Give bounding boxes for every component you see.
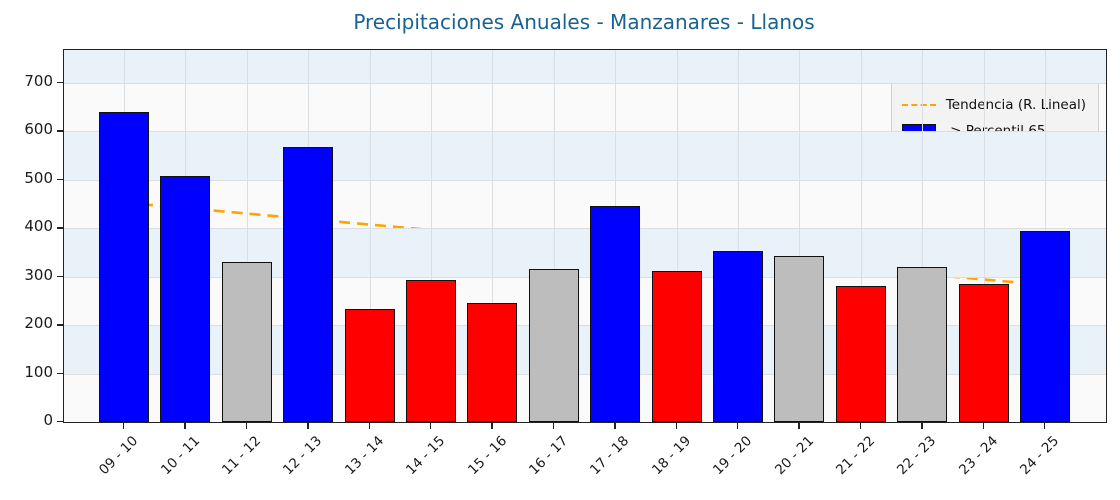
bar-16-17 <box>528 268 579 422</box>
bar-13-14 <box>344 308 395 422</box>
bar-14-15 <box>406 280 456 422</box>
y-tick-mark <box>57 178 64 181</box>
x-tick-label: 23 - 24 <box>955 433 1001 479</box>
x-tick-mark <box>798 423 800 429</box>
x-tick-mark <box>245 423 248 429</box>
y-tick-label: 700 <box>24 71 53 90</box>
x-tick-label: 10 - 11 <box>157 433 203 479</box>
vertical-gridline <box>799 50 801 422</box>
bar-11-12 <box>221 261 272 422</box>
x-tick-label: 22 - 23 <box>894 433 940 479</box>
y-tick-label: 0 <box>43 411 53 429</box>
bar-10-11 <box>160 176 211 422</box>
y-tick-mark <box>57 81 64 84</box>
y-tick-label: 300 <box>24 265 53 284</box>
bar-24-25 <box>1020 231 1070 422</box>
x-tick-label: 15 - 16 <box>464 433 510 479</box>
x-tick-mark <box>921 423 923 429</box>
x-tick-label: 16 - 17 <box>526 433 572 479</box>
bar-19-20 <box>713 250 763 422</box>
bar-18-19 <box>651 270 702 422</box>
background-stripe <box>64 131 1106 180</box>
vertical-gridline <box>676 50 678 422</box>
x-tick-label: 21 - 22 <box>833 433 879 479</box>
y-tick-mark <box>57 130 64 132</box>
x-tick-mark <box>1044 423 1046 429</box>
bar-09-10 <box>99 112 149 422</box>
x-tick-mark <box>307 423 309 429</box>
x-tick-mark <box>184 423 186 429</box>
y-tick-mark <box>57 227 64 229</box>
y-tick-mark <box>57 275 64 278</box>
vertical-gridline <box>553 50 555 422</box>
x-tick-mark <box>430 423 432 429</box>
x-tick-mark <box>123 423 125 429</box>
horizontal-gridline <box>64 179 1106 181</box>
x-tick-label: 14 - 15 <box>403 433 449 479</box>
bar-23-24 <box>958 283 1009 422</box>
chart-title: Precipitaciones Anuales - Manzanares - L… <box>353 10 815 34</box>
x-tick-mark <box>737 423 739 429</box>
x-tick-mark <box>859 423 862 429</box>
x-tick-mark <box>491 423 493 429</box>
vertical-gridline <box>738 50 739 422</box>
background-stripe <box>64 325 1106 374</box>
bar-12-13 <box>283 146 334 422</box>
vertical-gridline <box>431 50 432 422</box>
legend-item: Tendencia (R. Lineal) <box>901 92 1086 118</box>
horizontal-gridline <box>64 325 1106 327</box>
x-tick-label: 20 - 21 <box>771 433 817 479</box>
horizontal-gridline <box>64 82 1106 84</box>
horizontal-gridline <box>64 131 1106 133</box>
y-tick-label: 200 <box>24 314 53 333</box>
x-tick-label: 19 - 20 <box>710 433 756 479</box>
y-tick-label: 100 <box>24 362 53 381</box>
y-tick-label: 600 <box>24 120 53 139</box>
x-tick-label: 17 - 18 <box>587 433 633 479</box>
x-tick-mark <box>675 423 677 429</box>
x-tick-mark <box>982 423 984 429</box>
y-tick-label: 400 <box>24 217 53 236</box>
bar-17-18 <box>590 206 641 422</box>
x-tick-label: 24 - 25 <box>1017 433 1063 479</box>
vertical-gridline <box>922 50 924 422</box>
bar-21-22 <box>835 285 886 422</box>
horizontal-gridline <box>64 228 1106 230</box>
plot-area: WWW.EMBALSES.NET Mediana: 327.40Tendenci… <box>63 49 1107 423</box>
x-tick-label: 11 - 12 <box>219 433 265 479</box>
x-tick-mark <box>552 423 555 429</box>
x-tick-label: 12 - 13 <box>280 433 326 479</box>
legend-dashed-line-swatch <box>901 104 936 106</box>
x-tick-label: 09 - 10 <box>96 433 142 479</box>
x-tick-label: 18 - 19 <box>648 433 694 479</box>
bar-22-23 <box>897 267 948 422</box>
vertical-gridline <box>860 50 862 422</box>
vertical-gridline <box>369 50 371 422</box>
x-tick-label: 13 - 14 <box>341 433 387 479</box>
vertical-gridline <box>492 50 494 422</box>
bar-20-21 <box>774 255 825 422</box>
vertical-gridline <box>246 50 248 422</box>
y-tick-mark <box>57 324 64 326</box>
horizontal-gridline <box>64 373 1106 375</box>
y-tick-mark <box>57 372 64 374</box>
y-tick-mark <box>57 421 64 423</box>
background-stripe <box>64 50 1106 83</box>
vertical-gridline <box>983 50 985 422</box>
bar-15-16 <box>467 302 518 422</box>
background-stripe <box>64 228 1106 277</box>
y-tick-label: 500 <box>24 168 53 187</box>
x-tick-mark <box>614 423 616 429</box>
trend-line <box>123 201 1046 287</box>
horizontal-gridline <box>64 276 1106 278</box>
x-tick-mark <box>368 423 370 429</box>
legend-item-label: Tendencia (R. Lineal) <box>945 97 1086 113</box>
